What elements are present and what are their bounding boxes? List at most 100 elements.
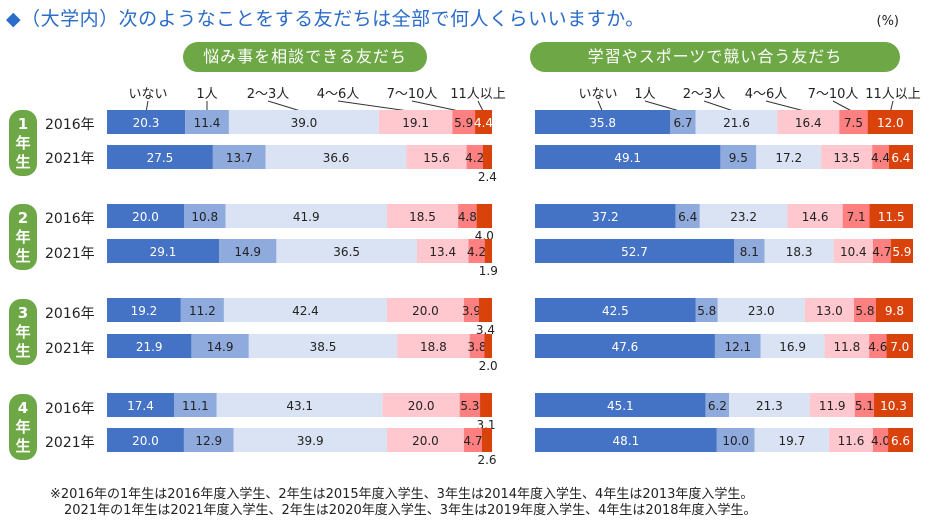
bar-segment [734,239,765,263]
bar-segment [869,334,887,358]
bar-segment [107,334,192,358]
data-label: 3.9 [462,304,481,318]
bar-segment [535,204,676,228]
year-label: 2021年 [45,246,95,262]
data-label: 47.6 [612,340,639,354]
data-label: 3.4 [476,323,495,337]
bar-segment [173,393,217,417]
data-label: 20.0 [132,210,159,224]
category-label: 7～10人 [808,87,859,102]
data-label: 13.0 [816,304,843,318]
category-label: 11人以上 [865,87,921,102]
bar-segment [276,239,417,263]
bar-segment [695,298,718,322]
bar-segment [756,145,822,169]
data-label: 5.8 [697,304,716,318]
bar-segment [459,393,481,417]
bar-segment [886,334,913,358]
bar-segment [191,334,249,358]
year-label: 2021年 [45,435,95,451]
bar-segment [867,110,913,134]
data-label: 45.1 [607,399,634,413]
bar-segment [223,298,387,322]
bar-segment [535,393,706,417]
data-label: 21.6 [723,116,750,130]
bar-segment [107,428,184,452]
bar-segment [484,239,492,263]
data-label: 18.5 [409,210,436,224]
data-label: 36.5 [333,245,360,259]
bar-segment [482,428,492,452]
data-label: 2.0 [479,359,498,373]
year-label: 2016年 [45,306,95,322]
bar-segment [378,110,453,134]
bar-segment [729,393,810,417]
bar-segment [675,204,700,228]
grade-number: 3 [17,303,29,322]
data-label: 11.1 [182,399,209,413]
bar-segment [406,145,467,169]
data-label: 35.8 [589,116,616,130]
data-label: 4.6 [868,340,887,354]
footnote-2: 2021年の1年生は2021年度入学生、2年生は2020年度入学生、3年生は20… [64,503,757,518]
data-label: 11.9 [819,399,846,413]
bar-segment [476,204,492,228]
bar-segment [874,393,913,417]
data-label: 7.5 [844,116,863,130]
data-label: 38.5 [310,340,337,354]
data-label: 20.0 [412,434,439,448]
grade-pill-2: 2 年 生 [9,204,37,270]
page-title: ◆（大学内）次のようなことをする友だちは全部で何人くらいいますか。 [6,8,645,30]
data-label: 8.1 [740,245,759,259]
bar-segment [216,393,383,417]
bar-segment [382,393,460,417]
data-label: 6.4 [891,151,910,165]
bar-segment [853,298,876,322]
bar-segment [824,334,870,358]
bar-segment [225,204,387,228]
data-label: 21.9 [136,340,163,354]
data-label: 39.0 [291,116,318,130]
bar-segment [180,298,224,322]
bar-segment [888,428,913,452]
bar-segment [777,110,840,134]
data-label: 42.4 [292,304,319,318]
bar-segment [107,145,213,169]
category-label: 1人 [634,87,655,102]
bar-segment [468,239,485,263]
data-label: 4.7 [463,434,482,448]
bar-segment [535,298,696,322]
data-label: 27.5 [147,151,174,165]
bar-segment [387,298,464,322]
data-label: 6.6 [891,434,910,448]
year-label: 2016年 [45,401,95,417]
bar-segment [107,298,181,322]
bar-segment [463,298,479,322]
bar-segment [829,428,873,452]
data-label: 15.6 [423,151,450,165]
bar-segment [869,204,913,228]
bar-segment [875,298,913,322]
bar-segment [717,298,805,322]
data-label: 4.2 [467,245,486,259]
bar-segment [833,239,873,263]
data-label: 2.4 [478,170,497,184]
bar-segment [754,428,830,452]
bar-segment [535,110,671,134]
grade-pill-1: 1 年 生 [9,110,37,176]
data-label: 13.7 [226,151,253,165]
bar-segment [107,239,220,263]
bar-segment [219,239,277,263]
year-label: 2016年 [45,117,95,133]
bar-segment [888,145,913,169]
data-label: 11.4 [194,116,221,130]
data-label: 49.1 [614,151,641,165]
bar-segment [854,393,875,417]
data-label: 39.9 [297,434,324,448]
bar-segment [185,110,229,134]
data-label: 37.2 [592,210,619,224]
bar-segment [764,239,834,263]
data-label: 6.7 [673,116,692,130]
data-label: 5.1 [855,399,874,413]
